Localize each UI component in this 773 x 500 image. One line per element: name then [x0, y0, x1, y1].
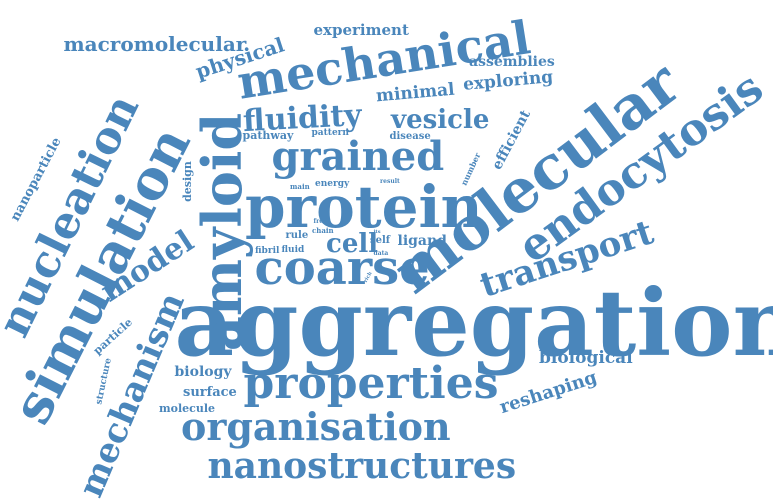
word-vesicle: vesicle — [391, 105, 490, 135]
word-protein: protein — [245, 173, 483, 241]
word-nanostructures: nanostructures — [207, 445, 517, 487]
word-rate: rate — [340, 205, 348, 219]
word-properties: properties — [243, 358, 499, 409]
word-biology: biology — [174, 364, 232, 380]
word-chain: chain — [312, 225, 334, 235]
word-macromolecular: macromolecular — [63, 32, 247, 56]
word-rule: rule — [285, 230, 309, 241]
word-pattern: pattern — [311, 127, 349, 138]
word-experiment: experiment — [313, 20, 409, 39]
word-free: free — [313, 218, 327, 225]
word-self: self — [370, 235, 391, 246]
word-data: data — [373, 250, 389, 257]
word-result: result — [380, 178, 400, 185]
word-energy: energy — [315, 178, 350, 189]
word-coarse: coarse — [254, 240, 430, 296]
word-surface: surface — [183, 384, 237, 400]
word-fibril: fibril — [255, 245, 280, 256]
word-cell: cell — [326, 229, 379, 259]
word-pathway: pathway — [242, 128, 294, 142]
word-amyloid: amyloid — [190, 112, 255, 352]
word-biological: biological — [539, 347, 633, 368]
word-its: its — [373, 228, 381, 235]
word-fluid: fluid — [281, 244, 305, 255]
word-molecule: molecule — [159, 401, 216, 415]
word-disease: disease — [389, 131, 431, 142]
word-design: design — [180, 160, 194, 202]
word-ligand: ligand — [397, 233, 447, 249]
word-assemblies: assemblies — [469, 54, 555, 70]
word-grained: grained — [271, 133, 445, 180]
word-organisation: organisation — [181, 404, 451, 449]
word-aggregation: aggregation — [174, 269, 773, 377]
word-main: main — [290, 181, 310, 191]
word-minimal: minimal — [374, 79, 455, 106]
